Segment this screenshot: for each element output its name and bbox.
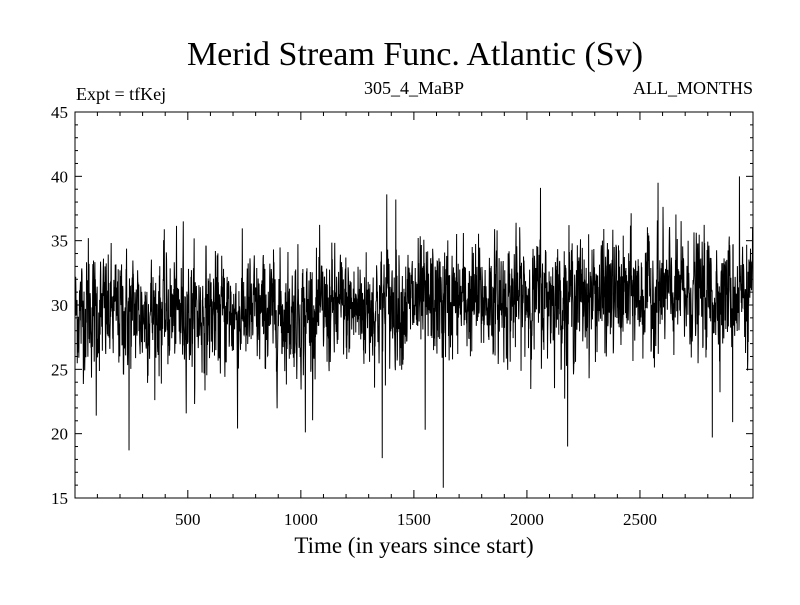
x-tick-label: 2000 [510,510,544,529]
y-tick-label: 15 [51,489,68,508]
y-tick-label: 35 [51,232,68,251]
y-tick-label: 20 [51,425,68,444]
y-tick-label: 25 [51,360,68,379]
months-label: ALL_MONTHS [633,78,753,98]
series-line [74,176,754,488]
axes-layer: 15 20 25 30 35 40 45 500 1000 1500 2000 2500 [51,103,754,529]
x-tick-label: 2500 [623,510,657,529]
x-axis-label: Time (in years since start) [294,533,533,558]
series-layer [74,176,754,488]
experiment-label: Expt = tfKej [76,84,166,104]
chart-title: Merid Stream Func. Atlantic (Sv) [187,36,643,73]
x-tick-label: 500 [175,510,201,529]
period-label: 305_4_MaBP [364,78,464,98]
y-tick-label: 45 [51,103,68,122]
y-tick-label: 30 [51,296,68,315]
x-tick-label: 1000 [284,510,318,529]
y-tick-label: 40 [51,167,68,186]
x-tick-label: 1500 [397,510,431,529]
